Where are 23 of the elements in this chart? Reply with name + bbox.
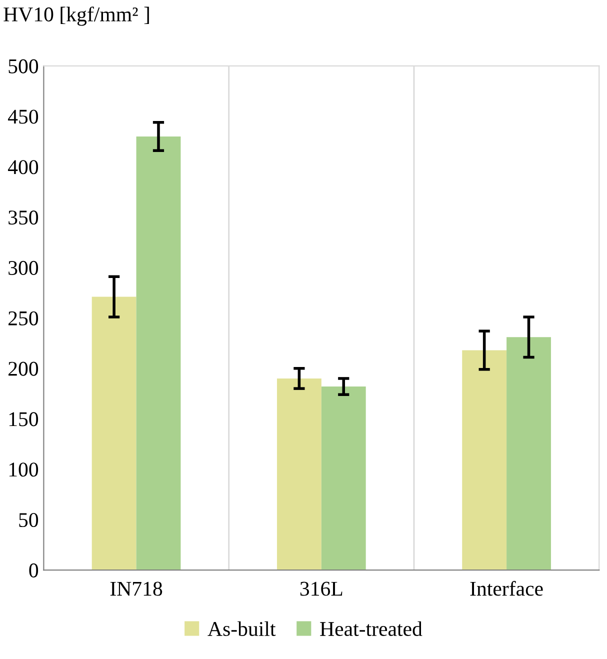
y-tick-label: 150 bbox=[9, 412, 38, 426]
y-tick-label: 250 bbox=[8, 311, 38, 326]
y-tick-label: 0 bbox=[29, 563, 38, 578]
bar bbox=[506, 337, 551, 570]
x-tick-label: Interface bbox=[470, 580, 543, 596]
x-tick-label: IN718 bbox=[110, 582, 162, 596]
x-tick-label: 316L bbox=[300, 582, 342, 596]
legend-label: Heat-treated bbox=[320, 621, 422, 636]
y-tick-label: 450 bbox=[8, 110, 38, 124]
y-tick-label: 500 bbox=[8, 59, 38, 74]
legend-label: As-built bbox=[208, 621, 276, 636]
bar bbox=[276, 378, 322, 570]
y-tick-label: 100 bbox=[9, 462, 38, 477]
y-axis-title: HV10 [kgf/mm² ] bbox=[4, 6, 149, 26]
y-tick-label: 200 bbox=[8, 362, 38, 376]
bar bbox=[462, 350, 507, 570]
y-tick-label: 300 bbox=[8, 260, 38, 275]
bar bbox=[92, 296, 136, 570]
bar bbox=[136, 136, 181, 570]
bar bbox=[321, 386, 366, 570]
y-tick-label: 400 bbox=[8, 160, 38, 174]
y-tick-label: 50 bbox=[19, 512, 38, 528]
y-tick-label: 350 bbox=[8, 210, 38, 225]
